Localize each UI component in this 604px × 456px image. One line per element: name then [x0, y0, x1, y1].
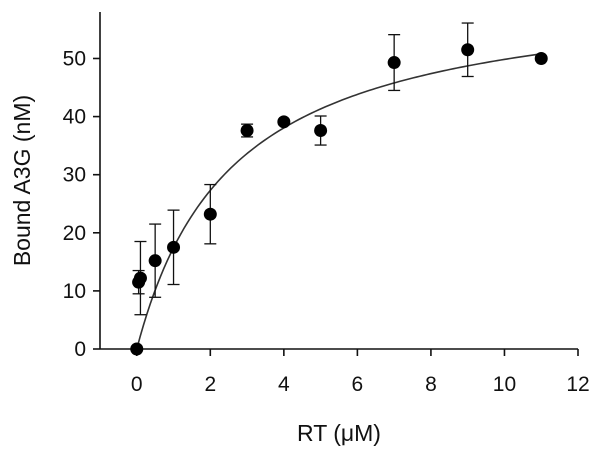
data-point — [130, 342, 144, 356]
data-point — [148, 254, 162, 268]
y-axis-title: Bound A3G (nM) — [9, 95, 35, 266]
data-point — [314, 124, 328, 138]
data-point — [387, 56, 401, 70]
data-point — [277, 115, 291, 129]
data-point — [203, 207, 217, 221]
x-axis: 0 2 4 6 8 10 12 — [100, 348, 590, 396]
x-tick-label: 0 — [131, 373, 143, 396]
x-tick-label: 10 — [493, 373, 516, 396]
error-bars — [132, 22, 474, 316]
plot-area: 0 10 20 30 40 50 0 2 4 6 8 10 12 — [63, 12, 590, 396]
y-tick-label: 50 — [63, 47, 86, 70]
data-point — [240, 124, 254, 138]
x-tick-label: 6 — [352, 373, 364, 396]
x-tick-label: 8 — [425, 373, 437, 396]
fit-curve — [135, 53, 542, 350]
x-tick-label: 12 — [566, 373, 589, 396]
x-tick-label: 2 — [204, 373, 216, 396]
y-axis: 0 10 20 30 40 50 — [63, 12, 101, 361]
y-tick-label: 0 — [74, 338, 86, 361]
data-points — [130, 43, 548, 356]
data-point — [133, 271, 147, 285]
y-tick-label: 30 — [63, 164, 86, 187]
x-axis-title: RT (μM) — [297, 420, 381, 446]
data-point — [167, 240, 181, 254]
y-tick-label: 40 — [63, 106, 86, 129]
y-tick-label: 20 — [63, 222, 86, 245]
x-tick-label: 4 — [278, 373, 290, 396]
y-tick-label: 10 — [63, 280, 86, 303]
data-point — [534, 51, 548, 65]
data-point — [461, 43, 475, 57]
